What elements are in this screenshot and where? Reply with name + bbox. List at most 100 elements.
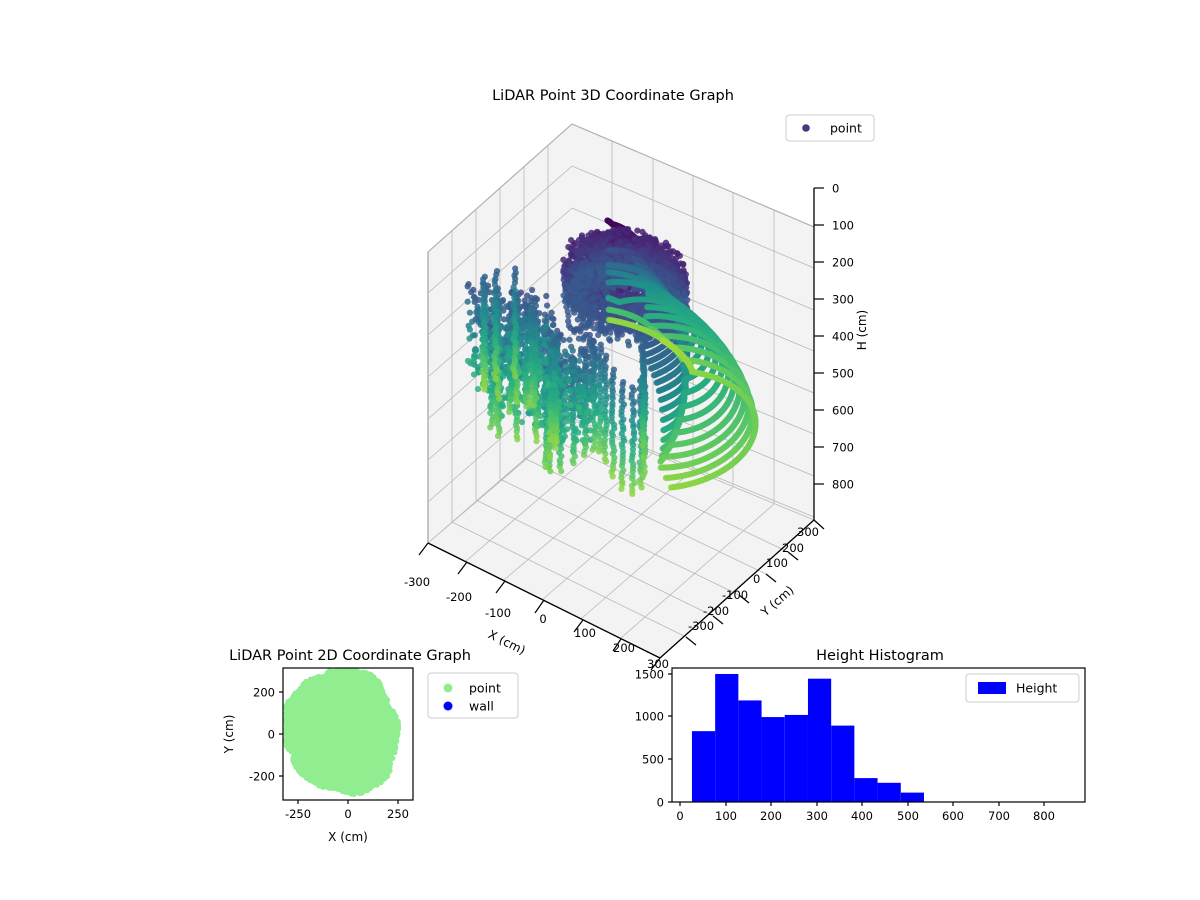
scatter-point-3d [493,416,500,423]
scatter-point-3d [493,300,500,308]
scatter-point-3d [567,387,574,394]
scatter-point-3d [602,432,609,439]
scatter-point-3d [598,437,605,444]
scatter-point-3d [561,433,568,440]
scatter-point-3d [597,374,604,381]
scatter-point-3d [492,308,500,315]
scatter-point-3d [481,291,488,298]
scatter-point-3d [580,393,587,400]
scatter-point-3d [590,359,597,366]
scatter-point-3d [563,426,571,433]
scatter-point-3d [493,345,501,352]
scatter-point-3d [565,322,573,329]
scatter-point-3d [620,467,627,474]
scatter-point-3d [505,344,512,351]
scatter-point-3d [493,409,500,416]
scatter-point-3d [558,445,565,452]
scatter-point-3d [585,353,592,360]
scatter-point-3d [639,381,646,388]
scatter-point-3d [482,324,489,331]
scatter-point-3d [493,267,501,275]
scatter-point-3d [533,395,540,402]
scatter-point-3d [631,479,638,486]
scatter-point-3d [532,302,540,309]
scatter-point-3d [534,331,541,338]
scatter-point-3d [543,373,550,381]
scatter-point-3d [575,429,582,436]
scatter-point-3d [591,376,598,383]
scatter-point-3d [567,401,574,408]
scatter-point-3d [474,385,482,393]
scatter-point-3d [631,398,638,406]
scatter-point-3d [474,306,481,313]
scatter-point-3d [638,484,645,491]
scatter-point-3d [602,450,609,457]
scatter-point-3d [569,359,576,366]
scatter-point-3d [470,356,477,363]
scatter-point-3d [609,380,616,387]
scatter-point-3d [532,294,539,302]
scatter-point-3d [472,347,479,354]
scatter-point-3d [492,356,499,363]
scatter-point-3d [566,336,573,343]
scatter-point-3d [512,275,519,283]
scatter-point-3d [561,406,568,413]
scatter-point-3d [555,405,562,412]
scatter-point-3d [625,338,632,345]
scatter-point-3d [620,448,627,455]
axes-lidar-3d: LiDAR Point 3D Coordinate Graph [404,88,875,671]
point-cloud-3d [464,217,759,497]
scatter-point-3d [496,395,503,402]
scatter-point-3d [576,357,583,364]
scatter-point-3d [493,367,501,374]
scatter-point-3d [560,336,567,344]
scatter-point-3d [468,289,475,296]
scatter-point-3d [563,352,571,359]
scatter-point-3d [625,226,632,233]
scatter-point-3d [560,382,567,389]
scatter-point-3d [588,386,596,393]
scatter-point-3d [542,463,549,471]
scatter-point-3d [620,378,627,386]
scatter-point-3d [610,465,617,473]
scatter-point-3d [620,416,627,423]
scatter-point-3d [582,444,590,451]
scatter-point-3d [514,436,521,443]
scatter-point-3d [619,459,626,466]
scatter-point-3d [630,461,637,468]
scatter-point-3d [529,286,536,294]
scatter-point-3d [630,387,637,394]
scatter-point-3d [630,409,638,416]
scatter-point-3d [507,396,514,403]
scatter-point-3d [550,321,557,328]
scatter-point-3d [464,357,472,365]
scatter-point-3d [639,420,647,427]
scatter-point-3d [541,323,548,331]
scatter-point-3d [554,350,561,357]
scatter-point-3d [506,404,513,411]
scatter-point-3d [598,426,605,433]
scatter-point-3d [571,434,579,442]
scatter-point-3d [488,420,496,428]
scatter-point-3d [640,406,647,413]
scatter-point-3d [545,336,552,343]
scatter-point-3d [551,375,558,382]
scatter-point-3d [532,346,539,353]
scatter-point-3d [466,326,474,333]
scatter-point-3d [532,376,540,383]
scatter-point-3d [570,445,577,452]
scatter-point-3d [513,399,521,406]
scatter-point-3d [575,404,582,411]
scatter-point-3d [513,414,521,421]
scatter-point-3d [565,312,572,319]
scatter-point-3d [620,426,627,433]
scatter-point-3d [629,468,637,475]
scatter-point-3d [586,331,593,339]
scatter-point-3d [546,453,554,461]
scatter-point-3d [553,417,560,424]
scatter-point-3d [481,373,488,380]
scatter-point-3d [513,424,521,432]
scatter-point-3d [481,342,488,349]
scatter-point-3d [471,294,479,301]
